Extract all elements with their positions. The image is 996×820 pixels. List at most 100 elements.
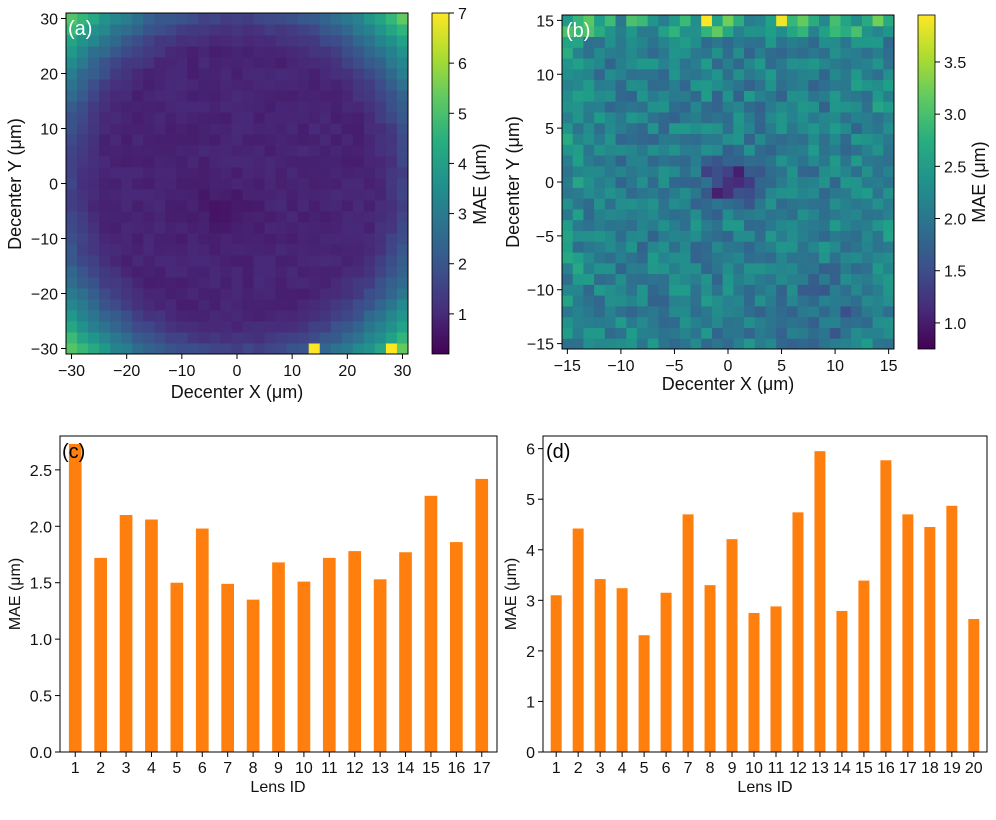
heatmap-cell [701,58,713,70]
heatmap-cell [797,111,809,124]
heatmap-cell [253,167,266,179]
heatmap-cell [658,295,670,307]
heatmap-cell [220,90,232,102]
x-tick-label: 30 [394,363,412,380]
heatmap-cell [385,134,398,146]
heatmap-cell [330,266,343,278]
bar [119,515,133,752]
heatmap-cell [744,338,756,350]
x-tick-label: 5 [172,760,181,777]
heatmap-cell [341,134,354,146]
colorbar-a [431,12,450,355]
colorbar-tick-label: 7 [458,6,467,23]
heatmap-cell [121,57,133,69]
heatmap-cell [754,15,766,27]
heatmap-cell [776,219,788,231]
heatmap-cell [330,79,343,91]
heatmap-cell [765,36,777,48]
heatmap-cell [733,25,745,38]
heatmap-cell [308,244,321,256]
heatmap-cell [722,47,734,59]
heatmap-cell [77,123,89,135]
heatmap-cell [711,284,724,296]
heatmap-cell [872,219,884,231]
heatmap-cell [308,343,321,355]
heatmap-cell [275,90,288,102]
bar-d-ylabel: MAE (μm) [503,558,520,630]
heatmap-cell [110,189,122,201]
heatmap-cell [132,13,144,25]
heatmap-cell [231,189,244,201]
heatmap-cell [88,200,100,212]
heatmap-cell [187,68,199,80]
heatmap-cell [330,332,343,344]
heatmap-cell [253,255,266,267]
heatmap-cell [819,155,831,167]
heatmap-cell [297,266,310,278]
heatmap-cell [374,13,387,25]
bar [475,478,489,752]
heatmap-cell [829,25,841,38]
heatmap-cell [132,189,144,201]
heatmap-cell [679,219,692,231]
heatmap-cell [679,47,692,59]
heatmap-cell [808,144,820,156]
heatmap-cell [594,305,606,318]
heatmap-cell [594,79,606,91]
heatmap-cell [604,262,617,275]
bar-c-yticks: 0.00.51.01.52.02.5 [30,463,60,762]
heatmap-cell [701,338,713,350]
heatmap-cell [594,25,606,38]
heatmap-cell [690,295,702,307]
x-tick-label: 13 [371,760,389,777]
heatmap-cell [840,165,852,178]
y-tick-label: 1.5 [30,576,52,593]
heatmap-cell [786,144,799,156]
heatmap-cell [754,295,766,307]
heatmap-cell [840,155,852,167]
heatmap-cell [776,58,788,70]
bar [221,583,235,752]
heatmap-cell [341,46,354,58]
heatmap-cell [165,68,177,80]
heatmap-cell [187,299,199,311]
heatmap-cell [819,187,831,199]
heatmap-cell [143,343,155,355]
heatmap-cell [231,255,244,267]
heatmap-cell [231,277,244,289]
heatmap-cell [330,277,343,289]
heatmap-cell [374,222,387,234]
heatmap-cell [374,79,387,91]
heatmap-cell [797,176,809,188]
heatmap-cell [669,316,681,328]
heatmap-cell [198,255,210,267]
heatmap-cell [110,332,122,344]
heatmap-cell [396,112,409,124]
heatmap-cell [374,178,387,190]
heatmap-cell [330,46,343,58]
heatmap-cell [690,305,702,318]
heatmap-cell [363,211,376,223]
heatmap-cell [121,310,133,322]
heatmap-cell [88,57,100,69]
heatmap-cell [99,266,111,278]
heatmap-cell [209,266,221,278]
heatmap-cell [797,187,809,199]
heatmap-cell [308,57,321,69]
heatmap-cell [583,327,595,339]
heatmap-cell [765,155,777,167]
heatmap-cell [143,255,155,267]
heatmap-cell [352,24,365,36]
heatmap-cell [647,187,659,199]
heatmap-cell [275,145,288,157]
heatmap-cell [66,277,78,289]
heatmap-cell [711,68,724,81]
heatmap-cell [829,198,841,210]
heatmap-cell [776,36,788,48]
x-tick-label: −10 [607,358,634,375]
heatmap-cell [594,155,606,167]
heatmap-cell [626,176,638,188]
heatmap-cell [341,24,354,36]
heatmap-cell [819,144,831,156]
heatmap-cell [711,122,724,135]
